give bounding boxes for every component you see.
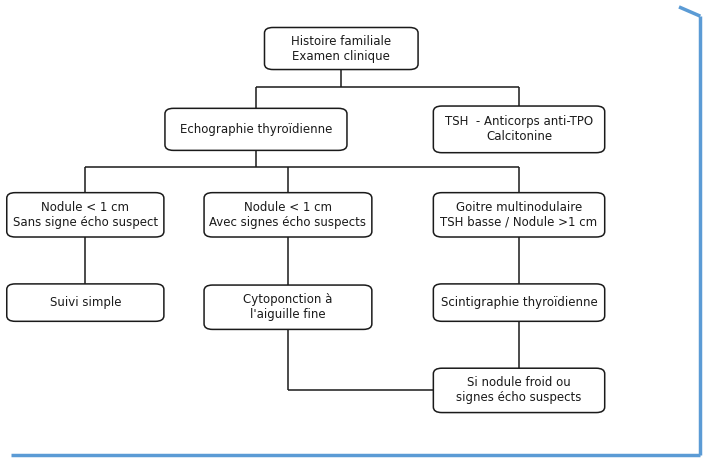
FancyBboxPatch shape <box>204 285 372 329</box>
Text: Histoire familiale
Examen clinique: Histoire familiale Examen clinique <box>292 35 391 62</box>
Text: Si nodule froid ou
signes écho suspects: Si nodule froid ou signes écho suspects <box>456 377 582 404</box>
Text: Suivi simple: Suivi simple <box>50 296 121 309</box>
FancyBboxPatch shape <box>434 284 604 322</box>
FancyBboxPatch shape <box>434 193 604 237</box>
FancyBboxPatch shape <box>204 193 372 237</box>
Text: Echographie thyroïdienne: Echographie thyroïdienne <box>180 123 332 136</box>
FancyBboxPatch shape <box>6 193 164 237</box>
FancyBboxPatch shape <box>165 109 347 151</box>
FancyBboxPatch shape <box>434 106 604 152</box>
Text: Nodule < 1 cm
Avec signes écho suspects: Nodule < 1 cm Avec signes écho suspects <box>210 201 366 229</box>
Text: Scintigraphie thyroïdienne: Scintigraphie thyroïdienne <box>441 296 597 309</box>
FancyBboxPatch shape <box>434 368 604 413</box>
Text: Goitre multinodulaire
TSH basse / Nodule >1 cm: Goitre multinodulaire TSH basse / Nodule… <box>441 201 597 229</box>
Text: Nodule < 1 cm
Sans signe écho suspect: Nodule < 1 cm Sans signe écho suspect <box>13 201 158 229</box>
FancyBboxPatch shape <box>6 284 164 322</box>
FancyBboxPatch shape <box>264 28 418 69</box>
Text: TSH  - Anticorps anti-TPO
Calcitonine: TSH - Anticorps anti-TPO Calcitonine <box>445 116 593 143</box>
Text: Cytoponction à
l'aiguille fine: Cytoponction à l'aiguille fine <box>243 293 333 321</box>
